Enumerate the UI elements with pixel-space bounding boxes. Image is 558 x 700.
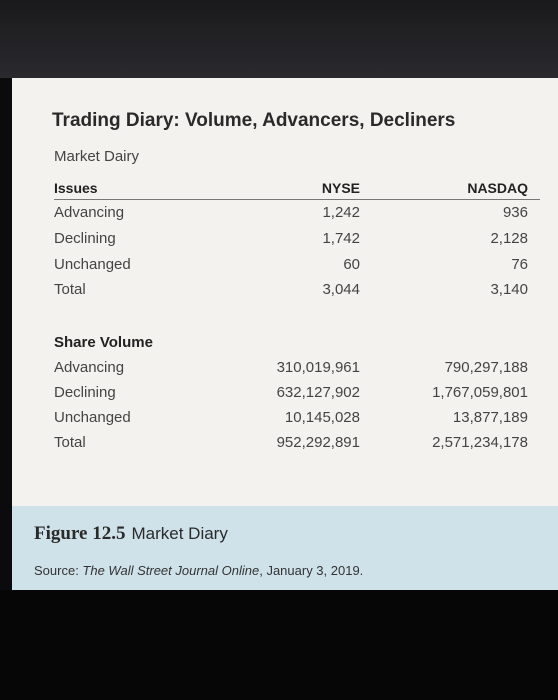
column-header-nasdaq: NASDAQ bbox=[467, 180, 528, 196]
issues-row-nasdaq: 76 bbox=[511, 256, 528, 273]
volume-row-nyse: 10,145,028 bbox=[284, 409, 360, 426]
header-divider bbox=[54, 199, 540, 200]
volume-row-nasdaq: 2,571,234,178 bbox=[432, 434, 528, 451]
market-diary-table: Trading Diary: Volume, Advancers, Declin… bbox=[12, 78, 558, 506]
figure-source: Source: The Wall Street Journal Online, … bbox=[34, 563, 363, 578]
volume-row-nasdaq: 1,767,059,801 bbox=[432, 384, 528, 401]
column-header-nyse: NYSE bbox=[321, 180, 360, 196]
issues-row-nasdaq: 2,128 bbox=[490, 230, 528, 247]
volume-row-label: Advancing bbox=[54, 359, 125, 376]
figure-caption-band bbox=[12, 506, 558, 590]
issues-row-nyse: 1,742 bbox=[322, 230, 360, 247]
column-header-issues: Issues bbox=[54, 180, 98, 196]
issues-row-label: Unchanged bbox=[54, 256, 131, 273]
volume-row-nyse: 632,127,902 bbox=[276, 384, 360, 401]
textbook-page: Trading Diary: Volume, Advancers, Declin… bbox=[12, 78, 558, 590]
volume-row-nyse: 310,019,961 bbox=[276, 359, 360, 376]
figure-caption: Figure 12.5 Market Diary bbox=[34, 523, 228, 545]
issues-row-label: Declining bbox=[54, 230, 116, 247]
share-volume-header: Share Volume bbox=[54, 334, 153, 351]
issues-row-nyse: 1,242 bbox=[322, 204, 360, 221]
table-title: Trading Diary: Volume, Advancers, Declin… bbox=[52, 110, 456, 131]
source-date: , January 3, 2019. bbox=[259, 563, 364, 578]
source-publication: The Wall Street Journal Online bbox=[82, 563, 260, 578]
photo-background-top bbox=[0, 0, 558, 78]
photo-background-bottom bbox=[0, 590, 558, 700]
issues-row-label: Total bbox=[54, 281, 86, 298]
volume-row-nasdaq: 13,877,189 bbox=[452, 409, 528, 426]
volume-row-label: Unchanged bbox=[54, 409, 131, 426]
issues-row-nasdaq: 3,140 bbox=[490, 281, 528, 298]
issues-row-nasdaq: 936 bbox=[502, 204, 528, 221]
volume-row-label: Total bbox=[54, 434, 86, 451]
table-subtitle: Market Dairy bbox=[54, 148, 140, 165]
issues-row-label: Advancing bbox=[54, 204, 125, 221]
issues-row-nyse: 60 bbox=[343, 256, 360, 273]
volume-row-nasdaq: 790,297,188 bbox=[444, 359, 528, 376]
volume-row-label: Declining bbox=[54, 384, 116, 401]
issues-row-nyse: 3,044 bbox=[322, 281, 360, 298]
source-prefix: Source: bbox=[34, 563, 83, 578]
figure-title: Market Diary bbox=[131, 524, 228, 543]
figure-number: Figure 12.5 bbox=[34, 523, 126, 544]
volume-row-nyse: 952,292,891 bbox=[276, 434, 360, 451]
